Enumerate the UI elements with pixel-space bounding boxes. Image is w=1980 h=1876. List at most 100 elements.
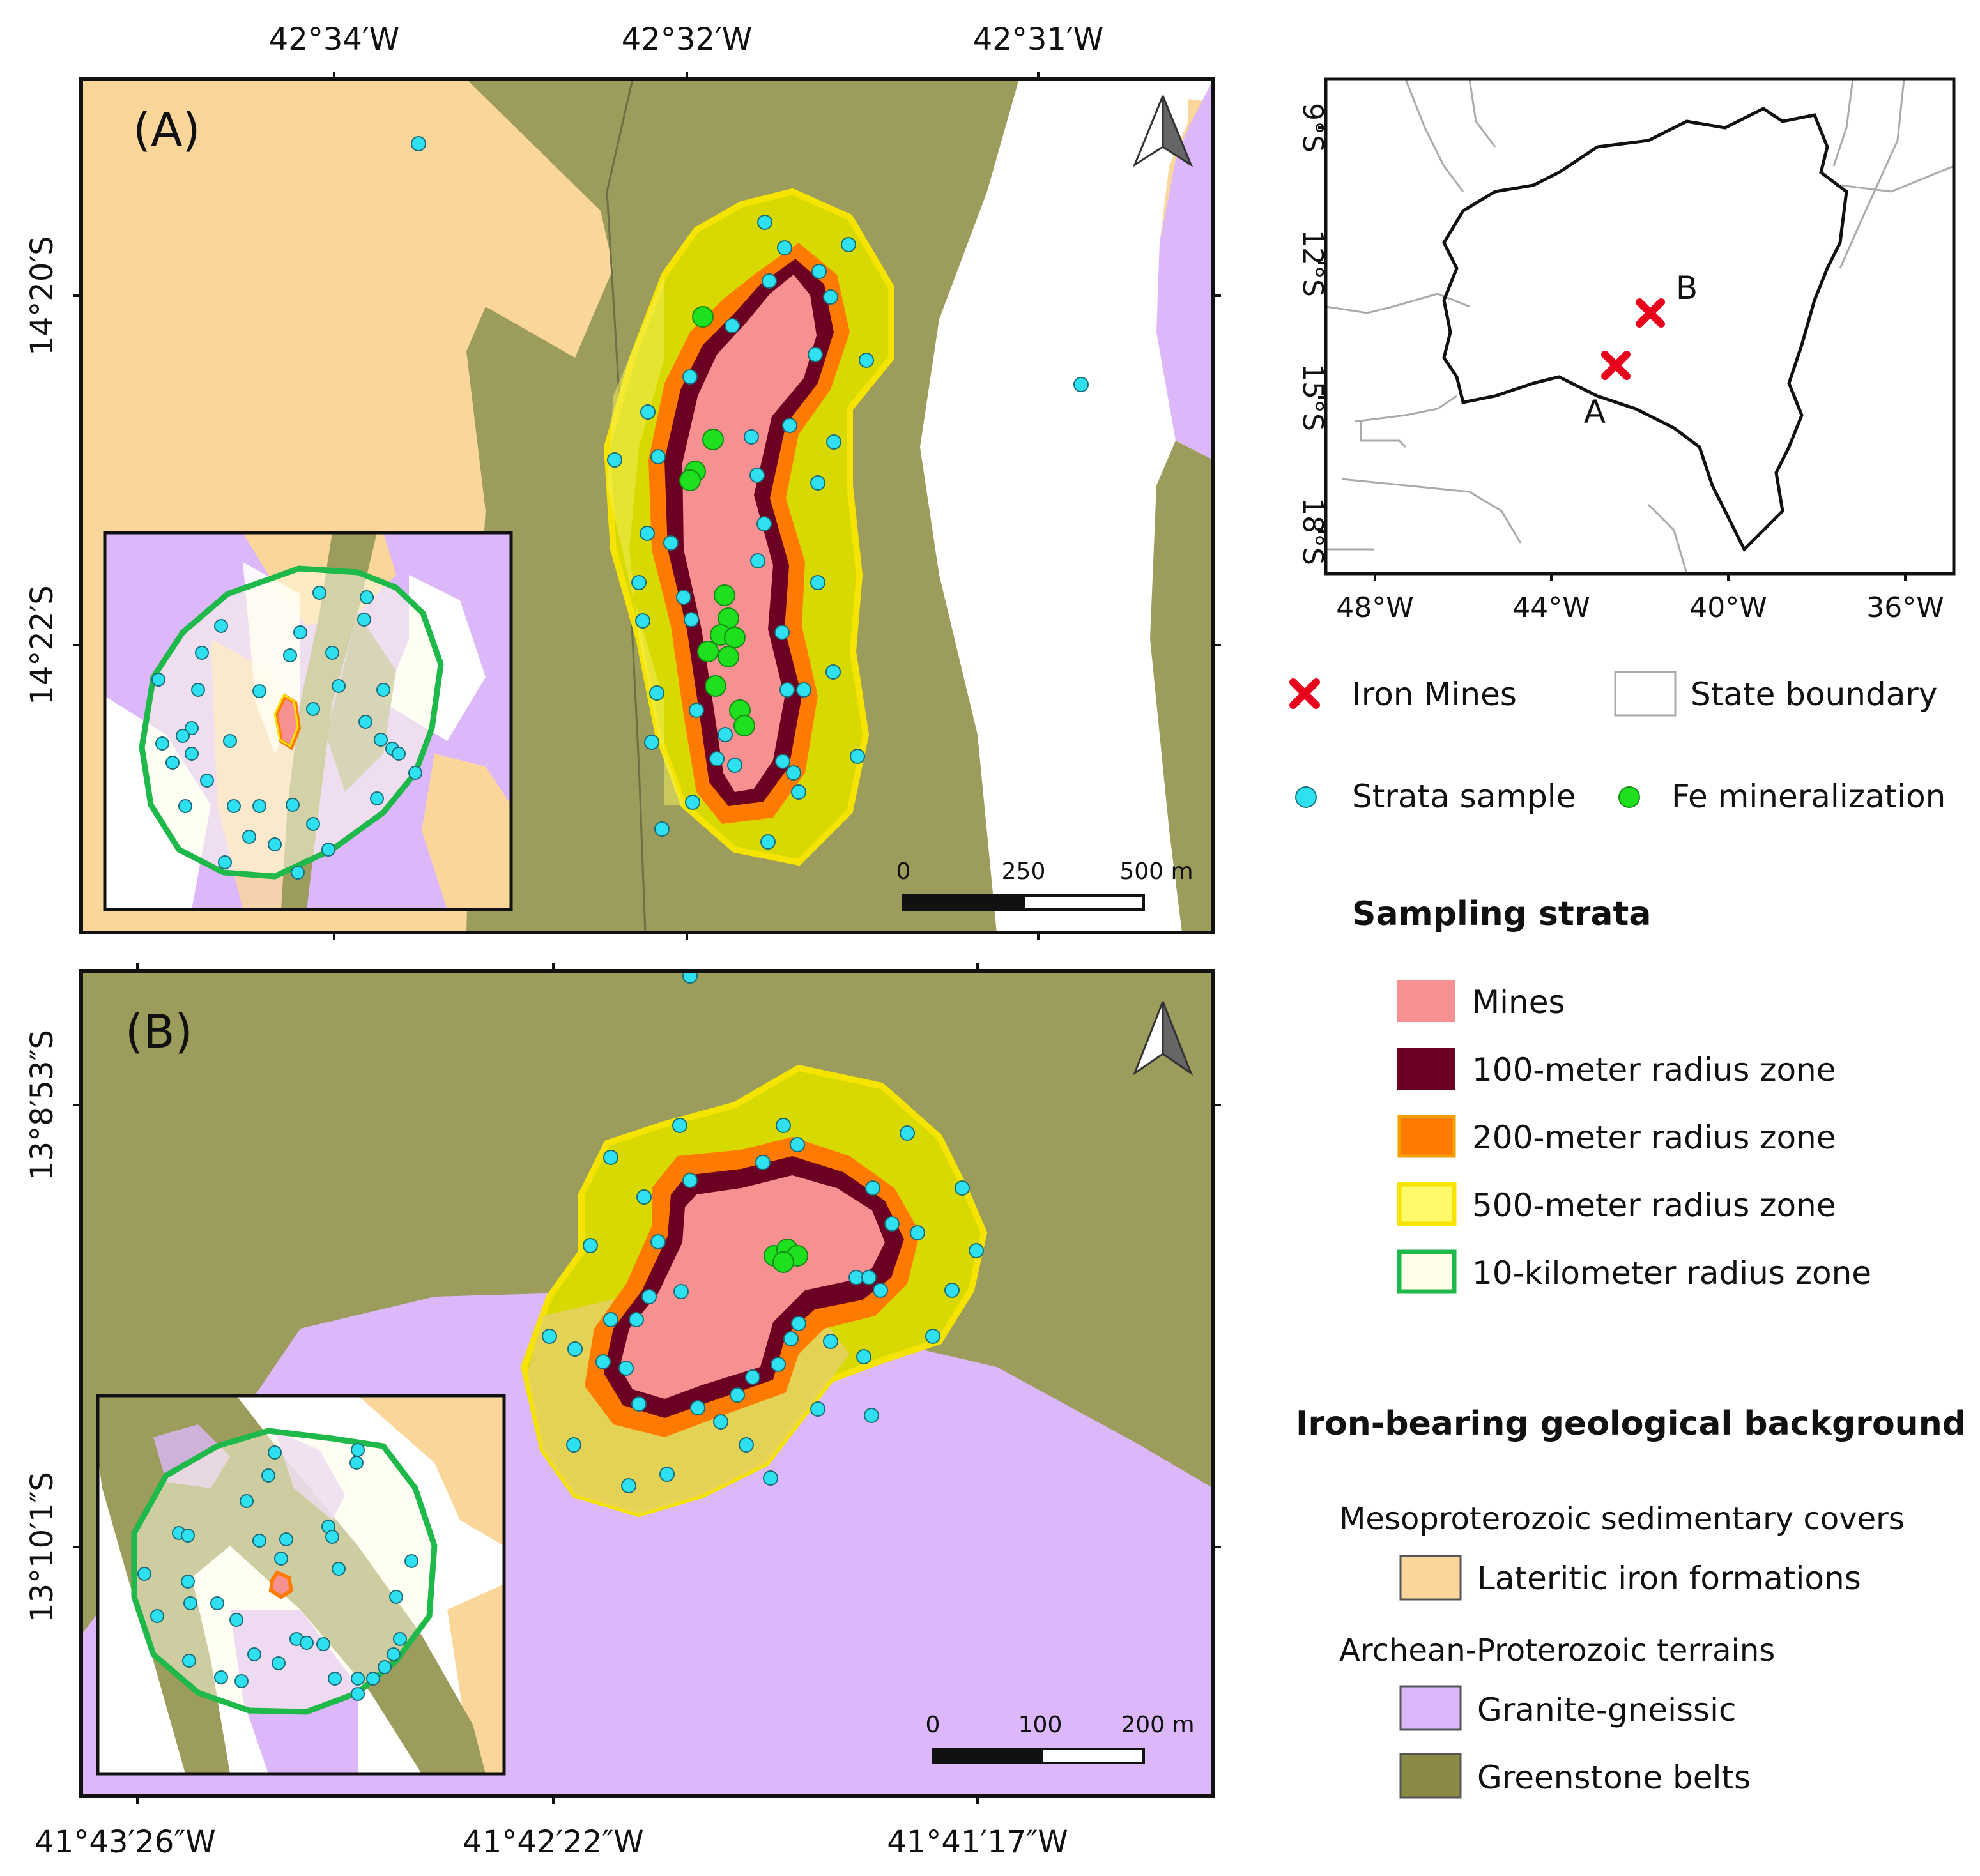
strata-sample <box>685 795 700 810</box>
fe-mineralization-point <box>724 627 746 648</box>
scale-a-label-0: 0 <box>896 858 911 885</box>
strata-sample <box>810 475 825 491</box>
scale-a-label-2: 500 m <box>1119 858 1193 885</box>
strata-sample <box>779 682 795 698</box>
fe-mineralization-b <box>764 1239 808 1273</box>
strata-sample <box>635 613 650 629</box>
strata-sample <box>856 1349 871 1364</box>
strata-sample <box>850 749 865 764</box>
strata-sample <box>682 971 698 984</box>
locator-lon-tick-2: 40°W <box>1689 591 1767 624</box>
panel-a-frame <box>79 77 1215 934</box>
strata-sample <box>595 1354 611 1369</box>
locator-lat-tick-1: 12°S <box>1296 229 1329 297</box>
strata-sample <box>650 1234 666 1249</box>
legend-granite: Granite-gneissic <box>1477 1691 1737 1728</box>
panel-a-lat-tick-1: 14°22′S <box>24 585 60 705</box>
strata-sample <box>567 1341 583 1357</box>
strata-sample <box>826 434 841 450</box>
locator-lon-tick-1: 44°W <box>1512 591 1590 624</box>
strata-sample <box>791 784 806 800</box>
legend-zone-200: 200-meter radius zone <box>1472 1119 1836 1156</box>
granite-swatch <box>1399 1685 1462 1731</box>
panel-b-lat-tick-1: 13°10′1″S <box>24 1472 60 1622</box>
mine-polygon-b <box>620 1175 885 1399</box>
legend-zone-10k: 10-kilometer radius zone <box>1472 1254 1871 1292</box>
locator-lon-tick-0: 48°W <box>1336 591 1414 624</box>
fe-mineralization-point <box>718 646 739 667</box>
strata-sample <box>884 1216 900 1232</box>
strata-sample <box>825 664 841 680</box>
legend-strata-title: Sampling strata <box>1352 895 1651 933</box>
locator-lat-tick-0: 9°S <box>1296 103 1329 153</box>
legend-fe-mineralization: Fe mineralization <box>1671 778 1945 815</box>
strata-sample <box>542 1329 557 1344</box>
locator-lon-tick-3: 36°W <box>1866 591 1944 624</box>
zone-500-a-fill <box>607 275 684 805</box>
white-area-a2 <box>920 79 1213 933</box>
strata-sample <box>636 1189 652 1205</box>
strata-sample <box>730 1387 745 1403</box>
strata-sample <box>640 526 655 541</box>
strata-sample <box>621 1478 636 1493</box>
fe-mineralization-a <box>679 306 755 736</box>
panel-a-lon-tick-1: 42°32′W <box>622 22 753 57</box>
strata-sample <box>644 735 659 750</box>
scale-a-label-1: 250 <box>1002 858 1046 885</box>
strata-sample <box>672 1118 687 1133</box>
strata-sample <box>925 1329 940 1344</box>
state-boundaries <box>1326 79 1954 574</box>
strata-sample <box>583 1238 598 1253</box>
strata-sample <box>682 1173 698 1188</box>
strata-sample <box>790 1137 805 1152</box>
iron-mine-marker-b <box>1636 298 1665 328</box>
locator-lat-tick-3: 18°S <box>1296 498 1329 565</box>
strata-sample <box>864 1408 879 1423</box>
strata-sample <box>755 1155 771 1170</box>
strata-sample <box>900 1125 915 1141</box>
strata-sample <box>690 1400 705 1415</box>
fe-mineralization-point <box>733 715 755 736</box>
strata-sample <box>718 727 733 742</box>
legend-lateritic: Lateritic iron formations <box>1477 1560 1861 1597</box>
panel-a-lat-tick-0: 14°20′S <box>24 236 60 356</box>
strata-sample <box>757 215 772 230</box>
strata-sample <box>762 273 777 289</box>
legend-strata-sample: Strata sample <box>1352 778 1576 815</box>
greenstone-right-a <box>1150 441 1213 933</box>
strata-sample <box>791 1316 806 1331</box>
scale-b-label-1: 100 <box>1018 1712 1063 1738</box>
strata-sample <box>774 625 790 640</box>
strata-sample <box>811 264 827 279</box>
panel-b-lon-tick-0: 41°43′26″W <box>35 1824 216 1860</box>
strata-sample <box>682 369 698 385</box>
strata-sample <box>684 612 699 627</box>
strata-sample <box>756 516 772 531</box>
scale-bar-a <box>902 894 1145 911</box>
strata-sample <box>607 452 622 468</box>
panel-b-frame <box>79 969 1215 1798</box>
strata-sample <box>1073 377 1089 392</box>
bahia-state-outline <box>1442 107 1848 553</box>
strata-sample <box>709 751 725 766</box>
strata-sample <box>776 1118 791 1133</box>
zone-200-swatch <box>1397 1115 1456 1158</box>
strata-sample <box>782 418 797 433</box>
strata-sample <box>650 449 666 464</box>
legend-geo-title: Iron-bearing geological background <box>1296 1405 1966 1443</box>
north-arrow-icon <box>1132 1001 1193 1076</box>
locator-map: A B 48°W 44°W 40°W 36°W 9°S 12°S 15°S 18… <box>1296 77 1956 624</box>
strata-sample <box>969 1243 984 1258</box>
strata-sample <box>910 1225 925 1240</box>
ten-km-zone-b <box>131 1428 438 1715</box>
fe-mineralization-point <box>679 469 701 491</box>
legend-text: Iron Mines State boundary Strata sample … <box>1296 676 1966 1796</box>
strata-sample <box>649 685 664 701</box>
panel-a-label: (A) <box>133 103 200 156</box>
panel-b-lat-tick-0: 13°8′53″S <box>24 1030 60 1180</box>
mines-swatch <box>1397 980 1455 1022</box>
strata-sample <box>663 535 679 551</box>
strata-sample <box>861 1270 877 1285</box>
north-arrow-icon <box>1132 95 1193 167</box>
strata-sample <box>796 682 811 698</box>
